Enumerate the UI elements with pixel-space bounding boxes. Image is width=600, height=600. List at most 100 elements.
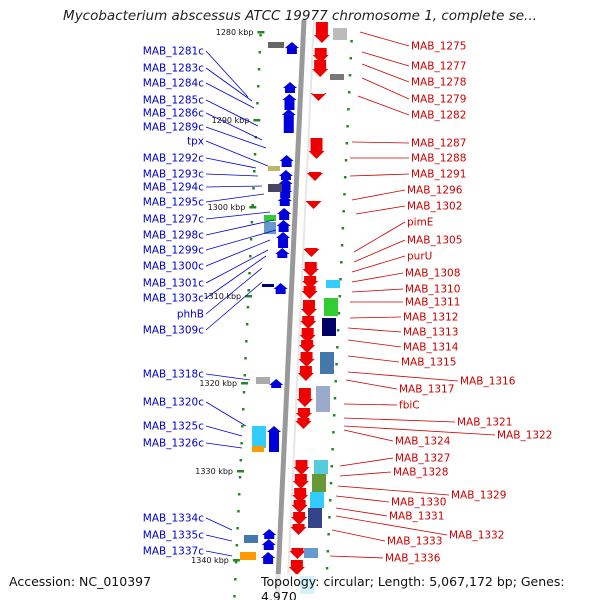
gene-label-forward[interactable]: purU	[407, 251, 432, 263]
reverse-gene-arrow[interactable]	[278, 170, 293, 180]
feature-block[interactable]	[264, 222, 276, 234]
gene-label-reverse[interactable]: MAB_1289c	[143, 122, 204, 134]
gene-label-forward[interactable]: MAB_1282	[411, 110, 466, 122]
gene-label-forward[interactable]: MAB_1291	[411, 169, 466, 181]
gene-label-forward[interactable]: MAB_1288	[411, 153, 466, 165]
gene-label-reverse[interactable]: MAB_1283c	[143, 63, 204, 75]
gene-label-forward[interactable]: MAB_1329	[451, 490, 506, 502]
reverse-gene-arrow[interactable]	[262, 529, 277, 539]
feature-block[interactable]	[314, 460, 328, 474]
gene-label-forward[interactable]: MAB_1310	[405, 284, 460, 296]
gene-label-forward[interactable]: MAB_1322	[497, 430, 552, 442]
feature-block[interactable]	[252, 446, 264, 452]
gene-label-reverse[interactable]: MAB_1337c	[143, 546, 204, 558]
feature-block[interactable]	[333, 28, 347, 40]
reverse-gene-arrow[interactable]	[279, 155, 294, 167]
forward-gene-arrow[interactable]	[291, 512, 308, 525]
gene-label-reverse[interactable]: MAB_1284c	[143, 78, 204, 90]
forward-gene-arrow[interactable]	[299, 328, 316, 343]
forward-gene-arrow[interactable]	[305, 201, 322, 209]
feature-block[interactable]	[268, 184, 282, 192]
feature-block[interactable]	[244, 535, 258, 543]
gene-label-reverse[interactable]: MAB_1325c	[143, 421, 204, 433]
gene-label-reverse[interactable]: MAB_1334c	[143, 513, 204, 525]
gene-label-forward[interactable]: MAB_1305	[407, 235, 462, 247]
gene-label-reverse[interactable]: MAB_1293c	[143, 169, 204, 181]
forward-gene-arrow[interactable]	[289, 548, 306, 559]
reverse-gene-arrow[interactable]	[282, 94, 297, 110]
feature-block[interactable]	[262, 284, 274, 287]
gene-label-reverse[interactable]: MAB_1285c	[143, 95, 204, 107]
gene-label-forward[interactable]: MAB_1332	[449, 530, 504, 542]
feature-block[interactable]	[316, 386, 330, 412]
gene-label-reverse[interactable]: MAB_1294c	[143, 182, 204, 194]
gene-label-forward[interactable]: MAB_1278	[411, 77, 466, 89]
feature-block[interactable]	[240, 552, 256, 560]
reverse-gene-arrow[interactable]	[284, 42, 299, 54]
feature-block[interactable]	[268, 42, 284, 48]
feature-block[interactable]	[252, 426, 266, 448]
gene-label-forward[interactable]: MAB_1275	[411, 41, 466, 53]
reverse-gene-arrow[interactable]	[275, 248, 290, 258]
forward-gene-arrow[interactable]	[303, 248, 320, 257]
gene-label-reverse[interactable]: MAB_1309c	[143, 325, 204, 337]
gene-label-reverse[interactable]: MAB_1295c	[143, 197, 204, 209]
reverse-gene-arrow[interactable]	[269, 379, 284, 388]
reverse-gene-arrow[interactable]	[273, 283, 288, 294]
forward-gene-arrow[interactable]	[301, 286, 318, 299]
gene-label-forward[interactable]: MAB_1314	[403, 342, 459, 354]
forward-gene-arrow[interactable]	[302, 276, 319, 289]
forward-gene-arrow[interactable]	[312, 60, 329, 77]
forward-gene-arrow[interactable]	[290, 524, 307, 535]
feature-block[interactable]	[330, 74, 344, 80]
feature-block[interactable]	[264, 215, 276, 221]
gene-label-forward[interactable]: MAB_1279	[411, 94, 466, 106]
gene-label-reverse[interactable]: MAB_1301c	[143, 278, 204, 290]
reverse-gene-arrow[interactable]	[277, 195, 292, 206]
gene-label-reverse[interactable]: MAB_1320c	[143, 397, 204, 409]
gene-label-forward[interactable]: pimE	[407, 217, 433, 229]
gene-label-forward[interactable]: MAB_1324	[395, 436, 451, 448]
feature-block[interactable]	[268, 166, 280, 171]
gene-label-forward[interactable]: MAB_1321	[457, 417, 512, 429]
gene-label-forward[interactable]: MAB_1330	[391, 497, 446, 509]
forward-gene-arrow[interactable]	[295, 418, 312, 429]
gene-label-reverse[interactable]: MAB_1298c	[143, 230, 204, 242]
forward-gene-arrow[interactable]	[296, 388, 313, 407]
gene-label-reverse[interactable]: phhB	[177, 309, 204, 321]
gene-label-forward[interactable]: MAB_1317	[399, 384, 454, 396]
gene-label-forward[interactable]: MAB_1336	[385, 553, 441, 565]
gene-label-forward[interactable]: MAB_1277	[411, 61, 466, 73]
feature-block[interactable]	[322, 318, 336, 336]
reverse-gene-arrow[interactable]	[276, 220, 291, 232]
reverse-gene-arrow[interactable]	[276, 232, 291, 248]
gene-label-forward[interactable]: MAB_1287	[411, 138, 466, 150]
feature-block[interactable]	[326, 280, 340, 288]
reverse-gene-arrow[interactable]	[261, 539, 276, 550]
gene-label-reverse[interactable]: MAB_1335c	[143, 530, 204, 542]
gene-label-forward[interactable]: fbiC	[399, 400, 420, 412]
gene-label-forward[interactable]: MAB_1327	[395, 453, 450, 465]
feature-block[interactable]	[304, 548, 318, 558]
forward-gene-arrow[interactable]	[292, 474, 309, 489]
forward-gene-arrow[interactable]	[302, 262, 319, 277]
forward-gene-arrow[interactable]	[312, 48, 329, 63]
gene-label-reverse[interactable]: MAB_1326c	[143, 438, 204, 450]
gene-label-forward[interactable]: MAB_1328	[393, 467, 448, 479]
gene-label-reverse[interactable]: MAB_1299c	[143, 245, 204, 257]
reverse-gene-arrow[interactable]	[261, 552, 276, 564]
forward-gene-arrow[interactable]	[313, 22, 330, 43]
reverse-gene-arrow[interactable]	[277, 208, 292, 220]
forward-gene-arrow[interactable]	[308, 138, 325, 159]
reverse-gene-arrow[interactable]	[283, 82, 298, 93]
forward-gene-arrow[interactable]	[306, 172, 323, 181]
gene-label-forward[interactable]: MAB_1333	[387, 536, 442, 548]
feature-block[interactable]	[324, 298, 338, 316]
gene-label-forward[interactable]: MAB_1308	[405, 268, 460, 280]
gene-label-reverse[interactable]: tpx	[187, 136, 204, 148]
forward-gene-arrow[interactable]	[310, 93, 327, 101]
forward-gene-arrow[interactable]	[299, 340, 316, 353]
gene-label-reverse[interactable]: MAB_1318c	[143, 369, 204, 381]
forward-gene-arrow[interactable]	[300, 300, 317, 317]
gene-label-reverse[interactable]: MAB_1281c	[143, 46, 204, 58]
